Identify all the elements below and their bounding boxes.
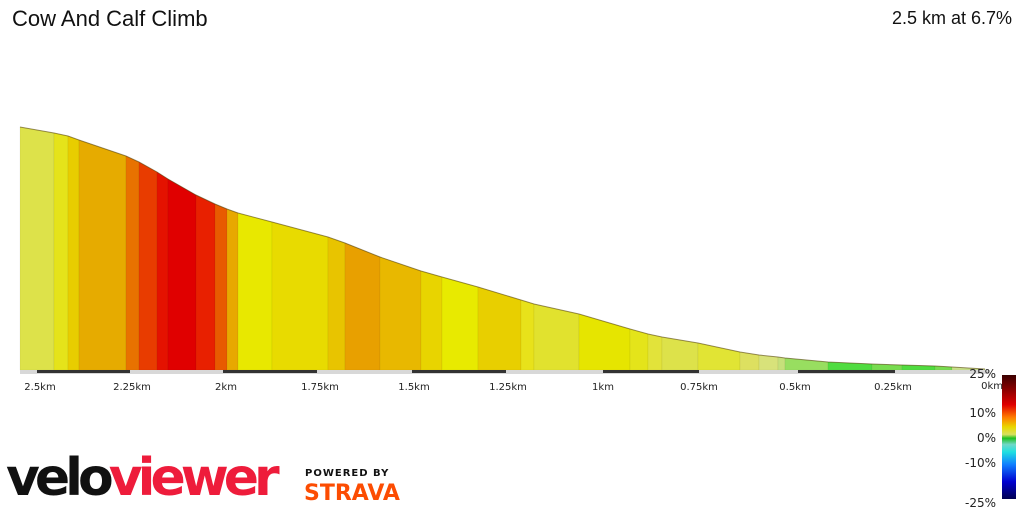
profile-segment[interactable]: [167, 178, 197, 371]
powered-by-label: POWERED BY: [305, 468, 390, 479]
profile-segment[interactable]: [533, 303, 580, 371]
x-tick-label: 2.5km: [24, 382, 55, 393]
legend-label-25: 25%: [969, 367, 996, 381]
legend-label-10: 10%: [969, 406, 996, 420]
profile-segment[interactable]: [327, 236, 346, 371]
x-tick-label: 0.5km: [779, 382, 810, 393]
profile-segment[interactable]: [156, 171, 169, 371]
profile-segment[interactable]: [53, 132, 69, 371]
axis-label-0km: 0km: [981, 381, 1003, 392]
profile-segment[interactable]: [19, 126, 55, 371]
legend-label-0: 0%: [976, 431, 996, 445]
profile-segment[interactable]: [138, 161, 158, 371]
profile-segment[interactable]: [647, 333, 663, 371]
profile-segment[interactable]: [344, 242, 381, 371]
profile-segment[interactable]: [758, 354, 779, 371]
x-axis-labels: 2.5km 2.25km 2km 1.75km 1.5km 1.25km 1km 0.75km…: [24, 382, 912, 393]
x-tick-label: 0.25km: [874, 382, 912, 393]
veloviewer-logo[interactable]: veloviewer: [6, 452, 280, 504]
profile-segment[interactable]: [441, 276, 479, 371]
x-tick-label: 1km: [592, 382, 614, 393]
legend-label-minus25: -25%: [964, 496, 996, 510]
profile-segment[interactable]: [226, 208, 239, 371]
profile-outline: [19, 126, 986, 370]
elevation-profile-chart: 2.5km 2.25km 2km 1.75km 1.5km 1.25km 1km 0.75km…: [19, 126, 990, 393]
x-tick-label: 0.75km: [680, 382, 718, 393]
profile-segment[interactable]: [420, 270, 443, 371]
profile-segment[interactable]: [777, 356, 786, 371]
profile-segment[interactable]: [578, 313, 631, 371]
logo-velo: velo: [6, 448, 114, 508]
x-tick-label: 2km: [215, 382, 237, 393]
profile-segment[interactable]: [271, 221, 329, 371]
x-tick-label: 1.75km: [301, 382, 339, 393]
logo-viewer: viewer: [108, 448, 280, 508]
x-tick-label: 1.5km: [398, 382, 429, 393]
profile-segment[interactable]: [237, 212, 273, 371]
strava-logo[interactable]: STRAVA: [304, 481, 400, 506]
distance-scale-bar: [20, 370, 990, 374]
segment-title: Cow And Calf Climb: [12, 6, 208, 31]
profile-segment[interactable]: [67, 135, 80, 371]
profile-segment[interactable]: [629, 328, 649, 371]
x-tick-label: 2.25km: [113, 382, 151, 393]
profile-segment[interactable]: [78, 139, 127, 371]
profile-segments: [19, 126, 986, 371]
profile-segment[interactable]: [125, 155, 140, 371]
segment-summary: 2.5 km at 6.7%: [891, 8, 1012, 28]
x-tick-label: 1.25km: [489, 382, 527, 393]
profile-segment[interactable]: [214, 203, 228, 371]
profile-segment[interactable]: [520, 299, 535, 371]
profile-segment[interactable]: [195, 194, 216, 371]
profile-segment[interactable]: [477, 286, 522, 371]
gradient-color-legend: [1002, 375, 1016, 499]
profile-segment[interactable]: [379, 256, 422, 371]
legend-label-minus10: -10%: [964, 456, 996, 470]
